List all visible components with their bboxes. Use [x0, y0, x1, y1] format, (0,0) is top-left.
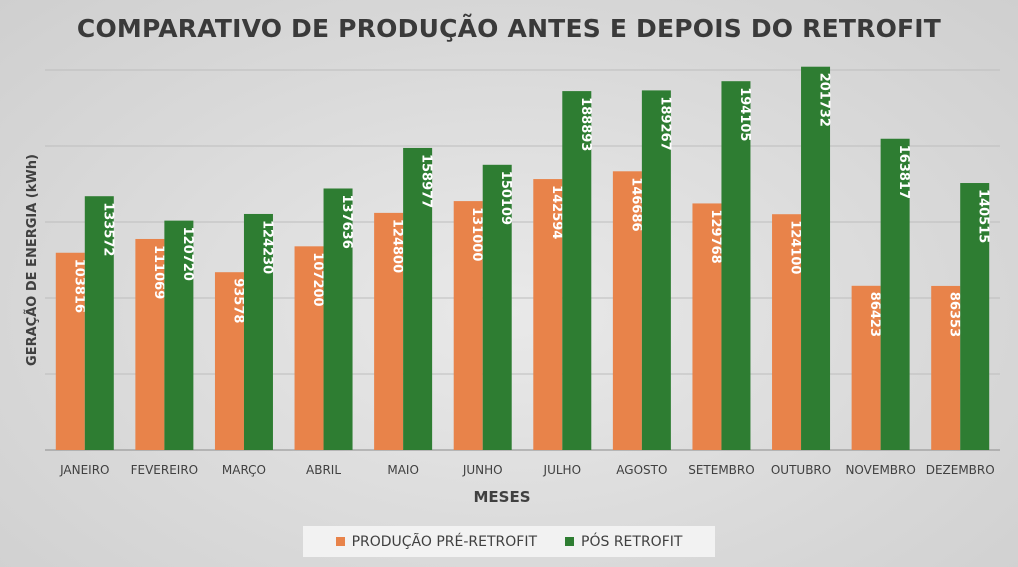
- bar-pos-retrofit: [482, 164, 512, 450]
- x-tick-label: FEVEREIRO: [131, 463, 199, 477]
- bar-pre-retrofit: [772, 214, 802, 450]
- bar-pos-retrofit: [164, 220, 194, 450]
- data-label: 133572: [100, 202, 115, 256]
- bars: 103816 133572 111069 120720 93578 124230 10720…: [55, 66, 991, 451]
- x-axis-label: MESES: [473, 488, 530, 506]
- legend-label-pos-retrofit: PÓS RETROFIT: [581, 533, 683, 550]
- y-axis-label: GERAÇÃO DE ENERGIA (kWh): [24, 154, 40, 366]
- data-label: 142594: [549, 185, 564, 239]
- data-label: 129768: [708, 209, 723, 263]
- data-label: 103816: [71, 259, 86, 313]
- bar-pos-retrofit: [562, 91, 592, 450]
- data-label: 189267: [657, 96, 672, 150]
- data-label: 201732: [817, 73, 832, 127]
- data-label: 107200: [310, 252, 325, 306]
- bar-pos-retrofit: [323, 188, 353, 451]
- data-label: 120720: [180, 227, 195, 281]
- x-tick-label: NOVEMBRO: [845, 463, 915, 477]
- bar-pre-retrofit: [533, 179, 563, 450]
- bar-pre-retrofit: [453, 201, 483, 450]
- legend-swatch-pre-retrofit: [335, 537, 345, 546]
- bar-pos-retrofit: [801, 66, 831, 450]
- x-tick-label: MARÇO: [222, 463, 266, 477]
- data-label: 93578: [230, 278, 245, 323]
- x-tick-label: OUTUBRO: [771, 463, 831, 477]
- data-label: 194105: [737, 87, 752, 141]
- legend-item-pos-retrofit: PÓS RETROFIT: [565, 534, 682, 550]
- bar-pre-retrofit: [294, 246, 324, 450]
- gridlines: [45, 69, 1000, 451]
- bar-pos-retrofit: [641, 90, 671, 450]
- x-tick-label: DEZEMBRO: [926, 463, 995, 477]
- bar-pre-retrofit: [135, 238, 165, 450]
- chart-title: COMPARATIVO DE PRODUÇÃO ANTES E DEPOIS D…: [76, 14, 942, 43]
- bar-pos-retrofit: [403, 147, 433, 450]
- x-tick-label: SETEMBRO: [688, 463, 754, 477]
- x-tick-label: JULHO: [543, 463, 581, 477]
- legend-item-pre-retrofit: PRODUÇÃO PRÉ-RETROFIT: [335, 533, 538, 550]
- data-label: 124800: [390, 219, 405, 273]
- data-label: 86423: [867, 292, 882, 337]
- bar-pre-retrofit: [374, 212, 404, 450]
- x-tick-label: JUNHO: [462, 463, 503, 477]
- bar-pos-retrofit: [243, 213, 273, 450]
- data-label: 124230: [259, 220, 274, 274]
- bar-pos-retrofit: [84, 196, 114, 450]
- data-label: 124100: [788, 220, 803, 274]
- x-tick-label: AGOSTO: [616, 463, 667, 477]
- data-label: 146686: [628, 177, 643, 231]
- bar-pos-retrofit: [880, 138, 910, 451]
- data-label: 150109: [498, 171, 513, 225]
- data-label: 86353: [947, 292, 962, 337]
- legend-label-pre-retrofit: PRODUÇÃO PRÉ-RETROFIT: [351, 533, 538, 550]
- bar-pos-retrofit: [960, 183, 990, 451]
- data-label: 111069: [151, 245, 166, 299]
- data-label: 140515: [976, 189, 991, 243]
- x-tick-label: JANEIRO: [59, 463, 109, 477]
- data-label: 158977: [419, 154, 434, 208]
- bar-pre-retrofit: [214, 272, 244, 450]
- legend-swatch-pos-retrofit: [565, 537, 575, 546]
- legend: PRODUÇÃO PRÉ-RETROFIT PÓS RETROFIT: [303, 526, 715, 557]
- data-label: 131000: [469, 207, 484, 261]
- data-label: 137636: [339, 194, 354, 248]
- x-tick-labels: JANEIRO FEVEREIRO MARÇO ABRIL MAIO JUNHO JULHO…: [59, 463, 995, 477]
- data-label: 188893: [578, 97, 593, 151]
- x-tick-label: ABRIL: [306, 463, 341, 477]
- bar-pre-retrofit: [851, 285, 881, 450]
- bar-pre-retrofit: [612, 171, 642, 450]
- bar-pre-retrofit: [692, 203, 722, 450]
- x-tick-label: MAIO: [387, 463, 419, 477]
- data-label: 163817: [896, 145, 911, 199]
- bar-pre-retrofit: [931, 285, 961, 450]
- bar-pos-retrofit: [721, 81, 751, 450]
- bar-pre-retrofit: [55, 252, 85, 450]
